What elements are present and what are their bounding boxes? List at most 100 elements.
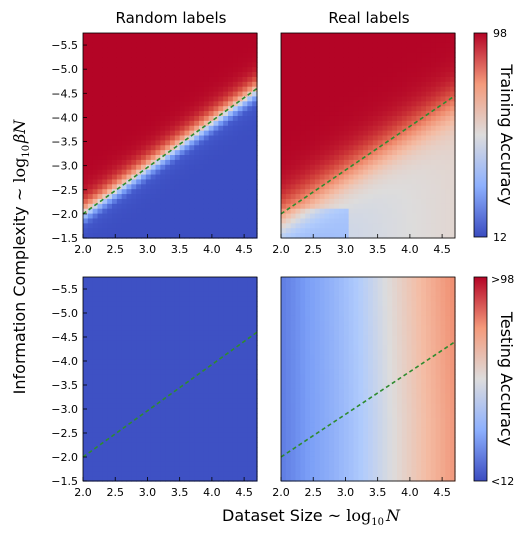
heatmap-cell: [189, 359, 195, 366]
heatmap-cell: [242, 96, 248, 102]
heatmap-cell: [199, 369, 205, 375]
heatmap-cell: [242, 277, 248, 283]
heatmap-cell: [184, 57, 190, 63]
heatmap-cell: [363, 150, 369, 156]
heatmap-cell: [358, 233, 364, 239]
heatmap-cell: [416, 189, 422, 195]
heatmap-cell: [310, 281, 316, 288]
heatmap-cell: [237, 57, 244, 63]
heatmap-cell: [281, 330, 287, 336]
heatmap-cell: [92, 466, 99, 472]
heatmap-cell: [237, 301, 244, 307]
heatmap-cell: [208, 398, 215, 404]
heatmap-cell: [295, 76, 301, 83]
heatmap-cell: [189, 115, 195, 122]
heatmap-cell: [92, 306, 99, 312]
heatmap-cell: [107, 354, 113, 361]
heatmap-cell: [160, 379, 166, 385]
heatmap-cell: [141, 223, 147, 229]
heatmap-cell: [343, 120, 350, 127]
heatmap-cell: [116, 145, 123, 151]
heatmap-cell: [232, 340, 239, 346]
heatmap-cell: [382, 106, 388, 112]
heatmap-cell: [208, 106, 215, 112]
heatmap-cell: [435, 203, 442, 210]
heatmap-cell: [107, 106, 113, 112]
heatmap-cell: [170, 213, 176, 220]
heatmap-cell: [179, 461, 186, 468]
heatmap-cell: [102, 52, 108, 58]
heatmap-cell: [285, 413, 292, 419]
heatmap-cell: [319, 111, 326, 117]
heatmap-cell: [252, 42, 258, 49]
heatmap-cell: [324, 233, 330, 239]
heatmap-cell: [310, 345, 316, 351]
heatmap-cell: [242, 442, 248, 448]
heatmap-cell: [285, 159, 292, 166]
heatmap-cell: [208, 349, 215, 356]
heatmap-cell: [150, 476, 157, 482]
heatmap-cell: [324, 228, 330, 234]
heatmap-cell: [213, 174, 219, 181]
heatmap-cell: [421, 145, 427, 151]
heatmap-cell: [285, 101, 292, 107]
heatmap-cell: [203, 198, 210, 205]
heatmap-real-testing: [280, 276, 456, 482]
heatmap-cell: [343, 37, 350, 44]
heatmap-cell: [247, 198, 253, 205]
heatmap-cell: [155, 388, 161, 395]
heatmap-cell: [87, 218, 94, 224]
heatmap-cell: [430, 135, 437, 141]
heatmap-cell: [421, 67, 427, 73]
heatmap-cell: [329, 403, 335, 409]
heatmap-cell: [170, 383, 176, 390]
heatmap-cell: [87, 281, 94, 288]
heatmap-cell: [348, 101, 355, 107]
heatmap-cell: [92, 364, 99, 370]
heatmap-cell: [170, 379, 176, 385]
heatmap-cell: [160, 189, 166, 195]
heatmap-cell: [174, 174, 181, 181]
heatmap-cell: [165, 174, 171, 181]
heatmap-cell: [237, 91, 244, 98]
heatmap-cell: [116, 169, 123, 176]
heatmap-cell: [189, 125, 195, 132]
heatmap-cell: [324, 422, 330, 429]
heatmap-cell: [165, 403, 171, 409]
heatmap-cell: [208, 296, 215, 302]
heatmap-cell: [199, 315, 205, 322]
heatmap-cell: [329, 174, 335, 181]
heatmap-cell: [184, 130, 190, 137]
heatmap-cell: [213, 57, 219, 63]
heatmap-cell: [228, 374, 234, 380]
heatmap-cell: [228, 345, 234, 351]
heatmap-cell: [319, 432, 326, 438]
heatmap-cell: [426, 198, 432, 205]
heatmap-cell: [247, 106, 253, 112]
heatmap-cell: [228, 91, 234, 98]
heatmap-cell: [324, 208, 330, 215]
heatmap-cell: [116, 47, 123, 54]
heatmap-cell: [242, 398, 248, 404]
heatmap-cell: [397, 42, 403, 49]
heatmap-cell: [218, 442, 224, 448]
heatmap-cell: [160, 471, 166, 477]
heatmap-cell: [112, 150, 118, 156]
heatmap-cell: [136, 374, 142, 380]
heatmap-cell: [102, 218, 108, 224]
heatmap-cell: [179, 286, 186, 293]
heatmap-cell: [126, 398, 132, 404]
heatmap-cell: [445, 106, 451, 112]
heatmap-cell: [232, 311, 239, 317]
heatmap-cell: [435, 76, 442, 83]
heatmap-cell: [242, 354, 248, 361]
heatmap-cell: [290, 96, 297, 102]
heatmap-cell: [339, 47, 345, 54]
heatmap-cell: [121, 203, 128, 210]
heatmap-cell: [170, 218, 176, 224]
heatmap-cell: [377, 130, 384, 137]
heatmap-cell: [314, 72, 321, 78]
heatmap-cell: [213, 461, 219, 468]
heatmap-cell: [107, 67, 113, 73]
heatmap-cell: [189, 398, 195, 404]
